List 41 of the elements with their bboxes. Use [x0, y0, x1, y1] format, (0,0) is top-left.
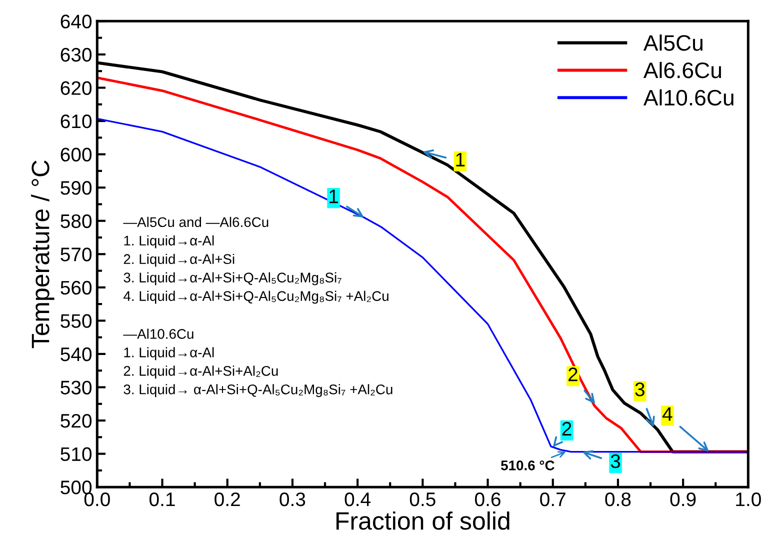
x-tick-label: 0.5	[410, 492, 436, 506]
y-tick-label: 500	[60, 480, 92, 494]
legend-label: Al10.6Cu	[643, 89, 734, 106]
annotation: 2	[562, 422, 572, 436]
x-tick-label: 0.0	[84, 492, 110, 506]
y-tick-label: 580	[60, 214, 92, 228]
x-axis-title: Fraction of solid	[336, 511, 510, 530]
y-tick-label: 510	[60, 447, 92, 462]
annotation: 3	[635, 382, 644, 396]
annotation: 4	[662, 407, 672, 421]
x-tick-label: 0.2	[214, 492, 240, 506]
y-tick-label: 630	[60, 48, 92, 62]
annotation: 3	[610, 454, 620, 468]
y-tick-label: 600	[60, 148, 92, 162]
y-tick-label: 640	[60, 14, 92, 28]
legend-label: Al5Cu	[643, 34, 702, 51]
x-tick-label: 0.8	[605, 492, 631, 506]
y-tick-label: 560	[60, 280, 92, 295]
y-tick-label: 610	[60, 114, 92, 128]
x-tick-label: 0.3	[280, 492, 306, 506]
annotation: 1	[456, 153, 465, 166]
y-tick-label: 540	[60, 347, 92, 362]
y-tick-label: 620	[60, 81, 92, 95]
x-tick-label: 0.1	[150, 492, 175, 506]
annotation: 2	[568, 368, 578, 382]
legend-label: Al6.6Cu	[643, 62, 722, 78]
x-tick-label: 0.6	[475, 492, 500, 506]
annotation: 510.6 °C	[501, 460, 554, 470]
y-tick-label: 590	[60, 181, 92, 195]
y-axis-title: Temperature / °C	[30, 160, 54, 348]
annotation: 1	[330, 190, 338, 204]
annotation: —Al10.6Cu 1. Liquid→α-Al 2. Liquid→α-Al+Si+Al₂Cu 3. Liquid→ α-Al+Si+Q-Al₅Cu₂Mg₈Si₇ +Al₂Cu	[123, 328, 392, 398]
x-tick-label: 0.4	[344, 492, 371, 506]
x-tick-label: 0.9	[670, 492, 696, 506]
y-tick-label: 520	[60, 414, 92, 428]
y-tick-label: 550	[60, 314, 92, 328]
x-tick-label: 0.7	[540, 492, 566, 506]
x-tick-label: 1.0	[736, 492, 761, 506]
annotation: —Al5Cu and —Al6.6Cu 1. Liquid→α-Al 2. Liquid→α-Al+Si 3. Liquid→α-Al+Si+Q-Al₅Cu₂Mg₈Si₇ 4. Liquid→α-Al+Si+Q-Al₅Cu₂Mg₈Si₇ +Al₂Cu	[123, 216, 388, 304]
y-tick-label: 570	[60, 248, 92, 262]
y-tick-label: 530	[60, 380, 92, 394]
